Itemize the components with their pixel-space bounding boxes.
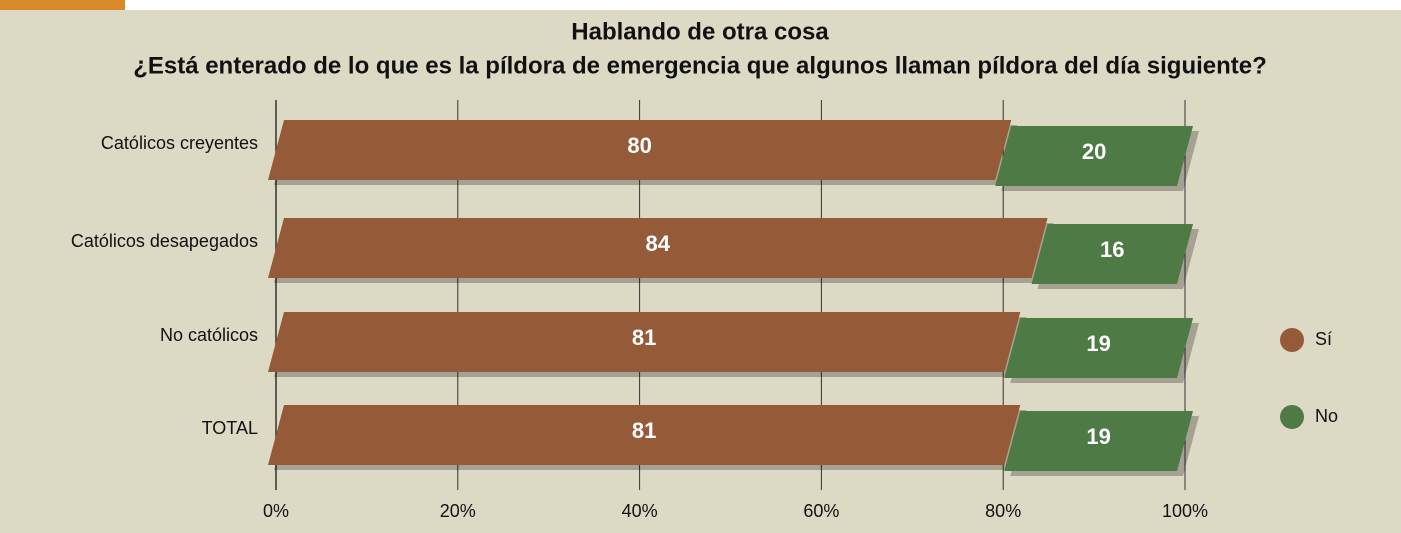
data-label: 16 <box>1100 237 1124 262</box>
x-tick-label: 40% <box>622 501 658 521</box>
data-label: 81 <box>632 325 656 350</box>
y-tick-label: Católicos creyentes <box>101 133 258 153</box>
data-label: 84 <box>646 231 671 256</box>
bar <box>1004 411 1193 471</box>
tab <box>0 0 125 10</box>
data-label: 19 <box>1086 424 1110 449</box>
bar <box>268 312 1021 372</box>
legend-swatch <box>1280 328 1304 352</box>
bar <box>268 405 1021 465</box>
legend-label: No <box>1315 406 1338 426</box>
y-tick-label: No católicos <box>160 325 258 345</box>
y-tick-label: Católicos desapegados <box>71 231 258 251</box>
data-label: 19 <box>1086 331 1110 356</box>
bar <box>268 120 1012 180</box>
bar <box>1031 224 1193 284</box>
x-tick-label: 0% <box>263 501 289 521</box>
x-tick-label: 60% <box>803 501 839 521</box>
chart-title: Hablando de otra cosa <box>571 18 829 45</box>
legend-label: Sí <box>1315 329 1332 349</box>
x-tick-label: 20% <box>440 501 476 521</box>
x-tick-label: 100% <box>1162 501 1208 521</box>
bar <box>995 126 1193 186</box>
x-tick-label: 80% <box>985 501 1021 521</box>
data-label: 80 <box>627 133 651 158</box>
bar <box>268 218 1048 278</box>
legend-swatch <box>1280 405 1304 429</box>
bar <box>1004 318 1193 378</box>
y-tick-label: TOTAL <box>202 418 258 438</box>
data-label: 81 <box>632 418 656 443</box>
data-label: 20 <box>1082 139 1106 164</box>
chart-subtitle: ¿Está enterado de lo que es la píldora d… <box>133 52 1267 79</box>
